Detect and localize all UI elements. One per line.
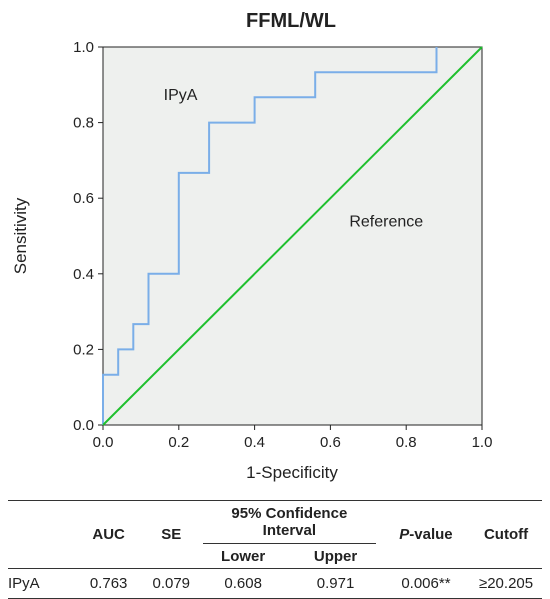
x-axis-ticks: 0.0 0.2 0.4 0.6 0.8 1.0 bbox=[93, 425, 493, 451]
row-cutoff: ≥20.205 bbox=[470, 568, 542, 599]
table-header-row-2: Lower Upper bbox=[8, 544, 542, 569]
y-tick-label: 0.4 bbox=[73, 266, 94, 283]
header-blank bbox=[8, 500, 72, 544]
x-tick-label: 0.2 bbox=[168, 434, 189, 451]
annotation-layer: IPyA Reference bbox=[164, 87, 424, 231]
row-upper: 0.971 bbox=[289, 568, 382, 599]
series-line-ipya bbox=[102, 47, 438, 425]
header-upper: Upper bbox=[313, 547, 358, 565]
roc-stats-table: AUC SE 95% Confidence Interval P-value C… bbox=[8, 500, 542, 599]
table-row: IPyA 0.763 0.079 0.608 0.971 0.006** ≥20… bbox=[8, 568, 542, 599]
y-axis-label: Sensitivity bbox=[11, 197, 30, 274]
row-label: IPyA bbox=[8, 568, 72, 599]
y-tick-label: 0.2 bbox=[73, 341, 94, 358]
header-lower: Lower bbox=[221, 547, 266, 565]
y-tick-label: 0.6 bbox=[73, 190, 94, 207]
y-tick-label: 0.0 bbox=[73, 417, 94, 434]
row-lower: 0.608 bbox=[196, 568, 290, 599]
header-se: SE bbox=[145, 500, 197, 569]
header-p-rest: -value bbox=[409, 526, 453, 543]
row-se: 0.079 bbox=[145, 568, 197, 599]
table-header-row-1: AUC SE 95% Confidence Interval P-value C… bbox=[8, 500, 542, 569]
chart-title: FFML/WL bbox=[246, 10, 336, 32]
header-pvalue: P-value bbox=[381, 500, 471, 569]
annotation-label: Reference bbox=[349, 214, 423, 231]
x-tick-label: 0.4 bbox=[244, 434, 265, 451]
header-p-italic: P bbox=[399, 526, 410, 543]
header-auc: AUC bbox=[71, 500, 146, 569]
x-tick-label: 0.6 bbox=[320, 434, 341, 451]
x-tick-label: 0.0 bbox=[93, 434, 114, 451]
header-ci: 95% Confidence Interval bbox=[196, 500, 382, 544]
header-cutoff: Cutoff bbox=[470, 500, 542, 569]
series-line-reference bbox=[102, 46, 483, 426]
x-tick-label: 1.0 bbox=[472, 434, 493, 451]
x-tick-label: 0.8 bbox=[396, 434, 417, 451]
y-tick-label: 0.8 bbox=[73, 115, 94, 132]
roc-chart: FFML/WL 0.0 0.2 0.4 0.6 0.8 1.0 0.00.20.40.60… bbox=[11, 10, 493, 482]
y-tick-label: 1.0 bbox=[73, 39, 94, 56]
series-layer bbox=[102, 46, 483, 426]
row-auc: 0.763 bbox=[71, 568, 146, 599]
x-axis-label: 1-Specificity bbox=[246, 463, 338, 482]
y-axis-ticks: 0.0 0.2 0.4 0.6 0.8 1.0 bbox=[73, 39, 103, 434]
annotation-label: IPyA bbox=[164, 87, 198, 104]
header-ci-text: 95% Confidence Interval bbox=[202, 505, 376, 544]
header-blank-2 bbox=[8, 544, 72, 569]
row-pvalue: 0.006** bbox=[381, 568, 471, 599]
